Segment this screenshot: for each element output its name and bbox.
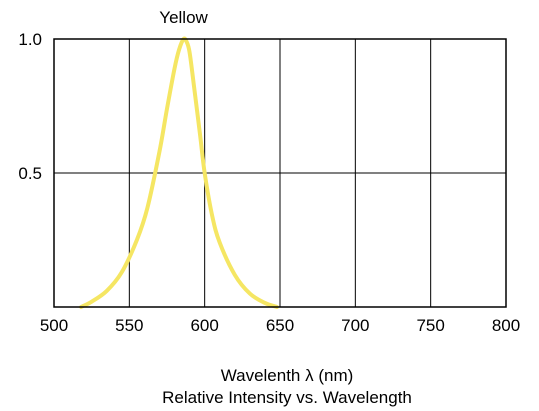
label-layer: 500 550 600 650 700 750 800 0.5 1.0 Yellow [18,8,520,335]
x-tick-label: 550 [115,316,143,335]
x-tick-label: 650 [266,316,294,335]
x-tick-label: 750 [416,316,444,335]
series-label: Yellow [159,8,208,27]
x-tick-label: 600 [190,316,218,335]
x-tick-label: 700 [341,316,369,335]
y-tick-label: 0.5 [18,164,42,183]
chart-title: Relative Intensity vs. Wavelength [162,388,412,407]
plot-frame [53,38,507,308]
x-tick-label: 500 [40,316,68,335]
x-axis-title: Wavelenth λ (nm) [221,366,354,385]
y-tick-label: 1.0 [18,30,42,49]
x-tick-label: 800 [492,316,520,335]
